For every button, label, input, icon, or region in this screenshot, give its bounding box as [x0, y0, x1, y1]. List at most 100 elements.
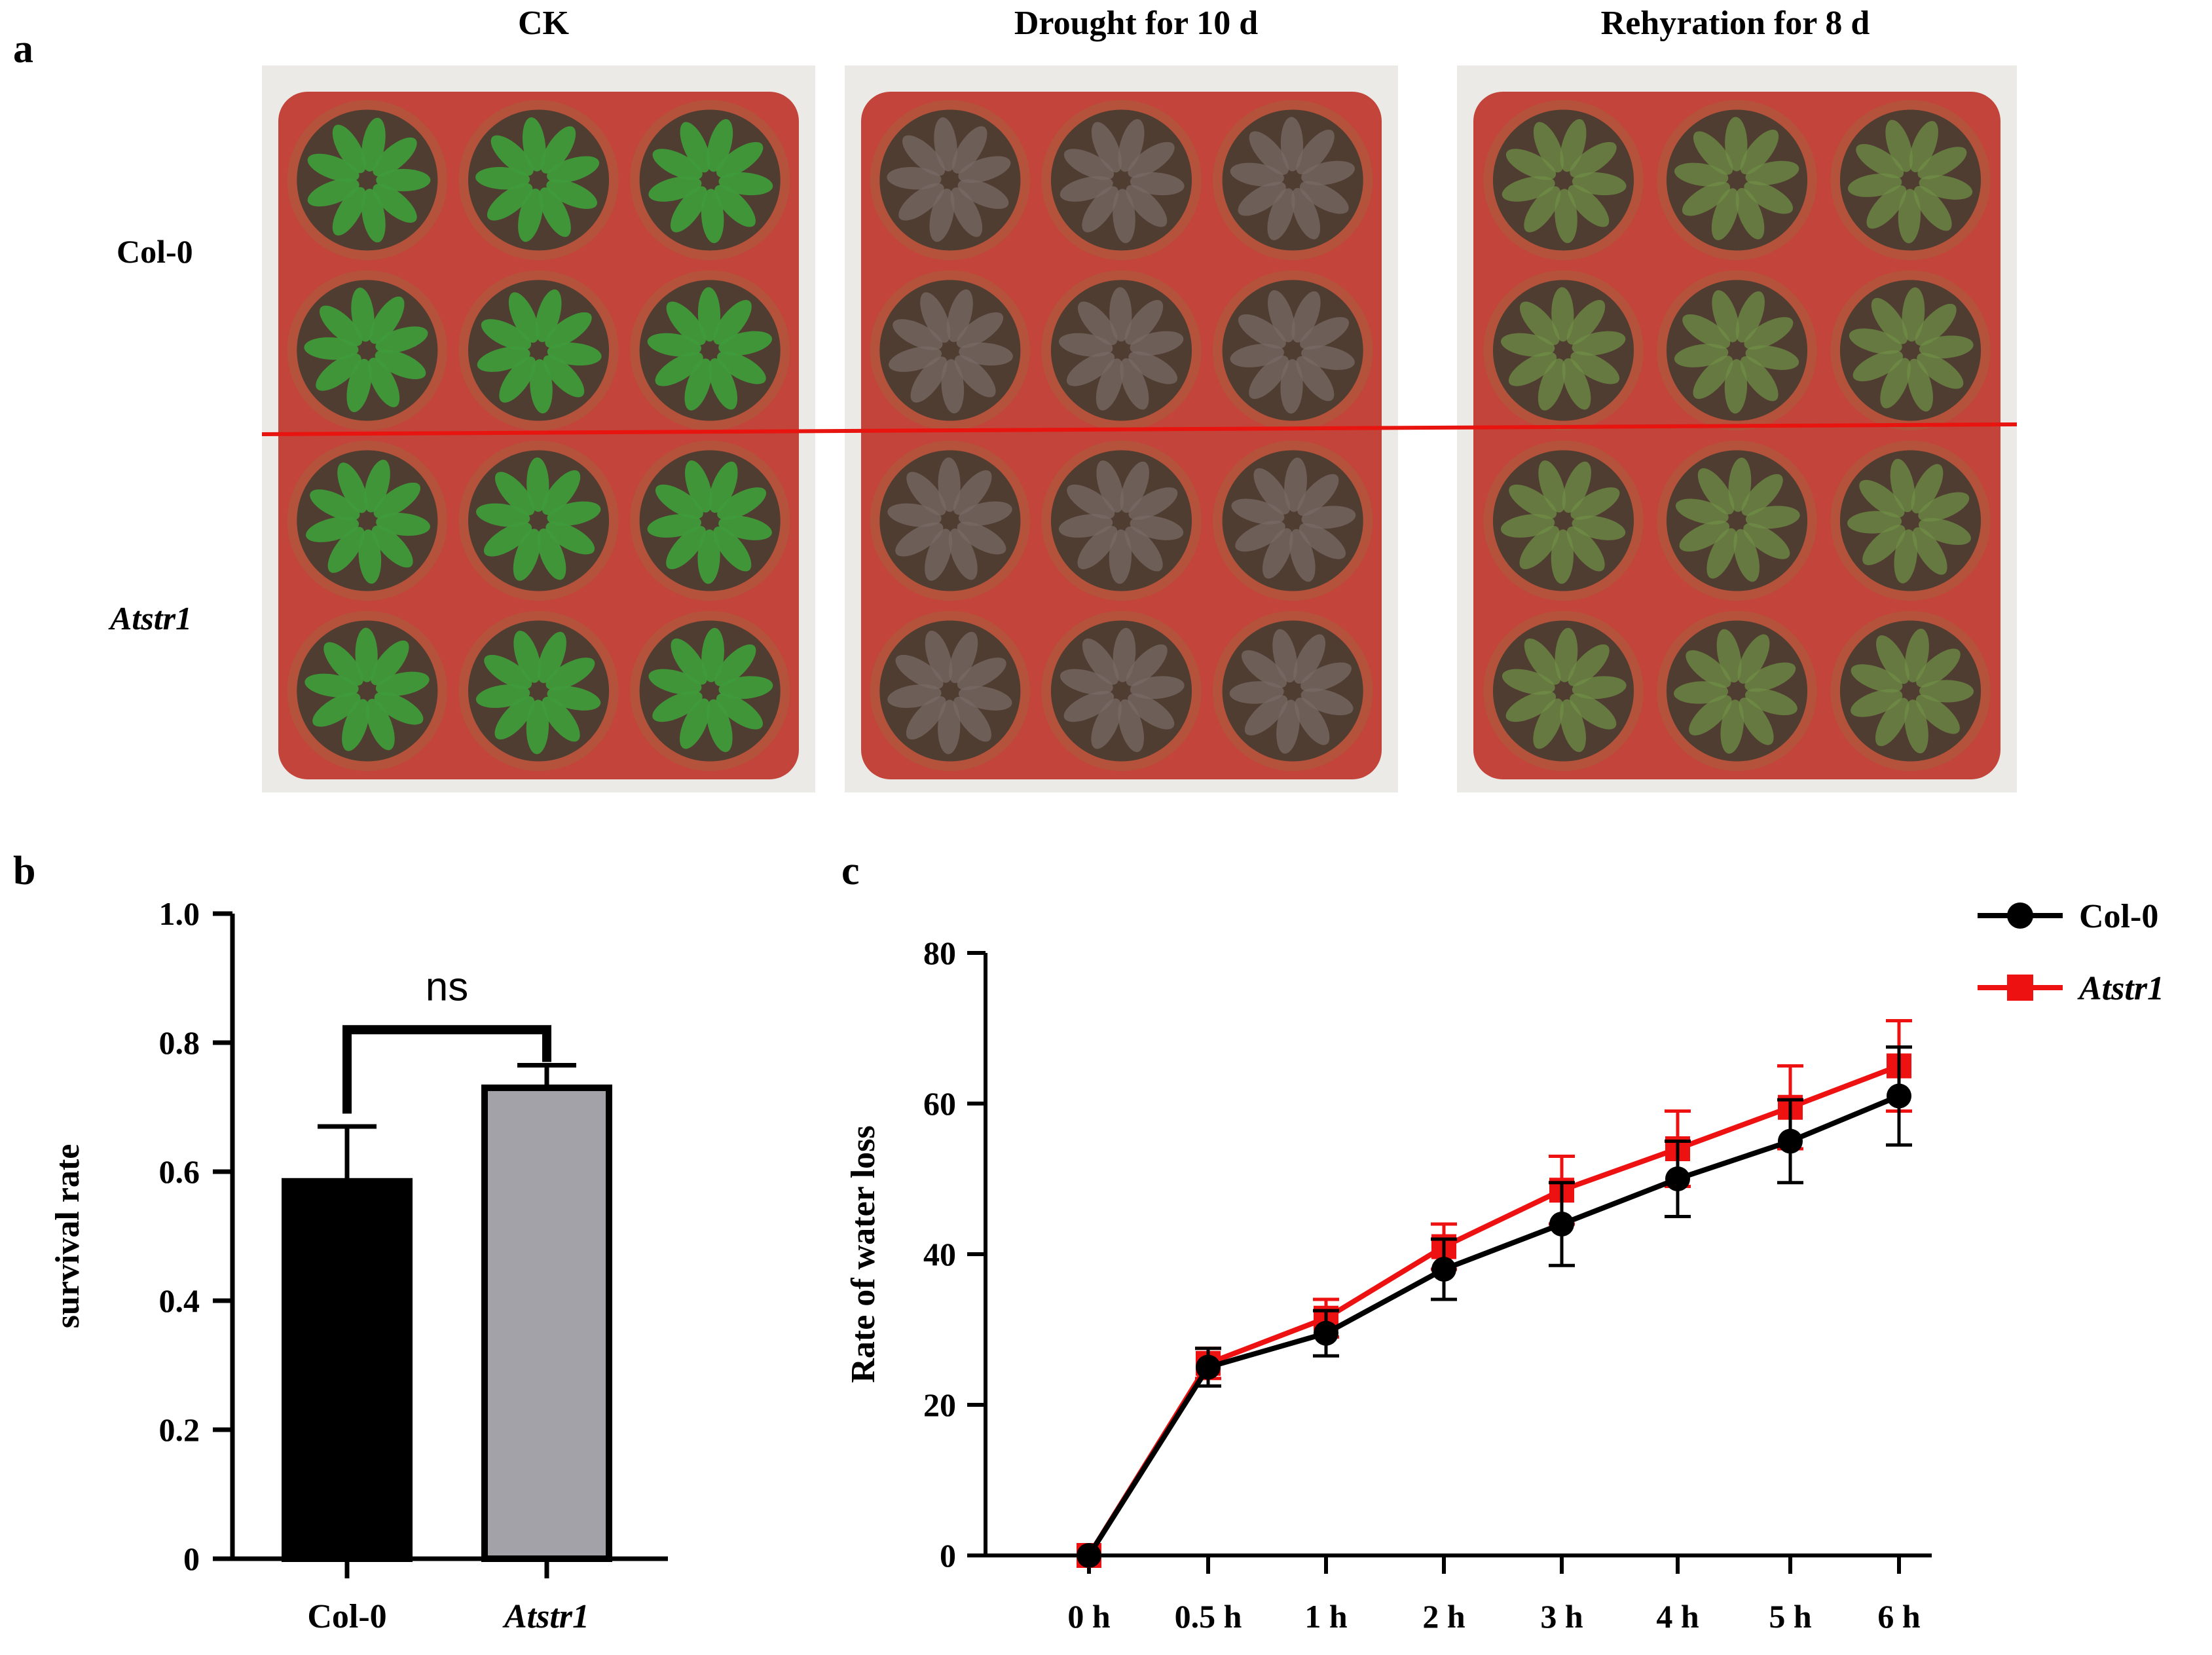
column-title-drought: Drought for 10 d [1014, 5, 1259, 42]
pot [1041, 440, 1202, 601]
rosette-leaf [953, 470, 992, 515]
rosette-leaf [701, 189, 724, 244]
rosette-leaf [1562, 358, 1591, 410]
rosette-leaf [1091, 698, 1122, 749]
rosette-leaf [540, 126, 576, 174]
rosette-leaf [537, 631, 566, 684]
rosette-leaf [1875, 697, 1909, 747]
rosette-leaf [545, 312, 592, 348]
rosette-leaf [1744, 688, 1797, 716]
y-tick-label: 0.6 [159, 1153, 200, 1190]
data-point [1431, 1257, 1456, 1282]
y-axis-label: Rate of water loss [845, 1125, 882, 1383]
rosette-leaf [374, 692, 424, 725]
rosette-leaf [1505, 691, 1557, 722]
rosette-leaf [648, 176, 702, 202]
rosette-leaf [1502, 176, 1555, 202]
rosette-leaf [1509, 484, 1557, 519]
rosette-leaf [361, 189, 386, 243]
rosette-leaf [1296, 129, 1335, 175]
rosette-leaf [490, 135, 534, 176]
rosette-leaf [1847, 511, 1902, 534]
rosette-leaf [1091, 122, 1122, 173]
rosette-leaf [953, 696, 991, 742]
rosette-leaf [714, 185, 756, 227]
x-tick-label: 5 h [1769, 1598, 1812, 1635]
rosette-leaf [680, 698, 710, 749]
rosette-leaf [1063, 149, 1115, 180]
y-tick-label: 0.4 [159, 1282, 200, 1319]
rosette-leaf [332, 124, 366, 174]
y-tick-label: 0.8 [159, 1024, 200, 1061]
data-point [1549, 1212, 1574, 1237]
rosette-leaf [526, 457, 549, 512]
x-tick-label: Atstr1 [502, 1598, 589, 1635]
rosette-leaf [1524, 186, 1561, 232]
rosette-leaf [1253, 468, 1291, 515]
rosette-leaf [1128, 141, 1175, 178]
pot [287, 270, 448, 431]
pot [1483, 440, 1644, 601]
rosette-leaf [1917, 147, 1967, 179]
genotype-divider-line [262, 422, 2017, 436]
pot [870, 100, 1031, 261]
rosette-leaf [522, 117, 546, 172]
rosette-leaf [475, 166, 530, 190]
pot [1041, 100, 1202, 261]
rosette-leaf [310, 489, 360, 521]
rosette-leaf [332, 187, 366, 236]
rosette-leaf [1674, 343, 1729, 367]
rosette-leaf [542, 470, 581, 515]
rosette-leaf [1712, 289, 1740, 343]
legend-item-atstr1: Atstr1 [1978, 970, 2164, 1007]
rosette-leaf [375, 326, 428, 354]
rosette-leaf [508, 292, 540, 343]
pot [629, 270, 790, 431]
rosette-leaf [1744, 662, 1796, 692]
rosette-leaf [1297, 474, 1339, 516]
rosette-leaf [1296, 356, 1335, 401]
significance-label: ns [426, 964, 468, 1009]
rosette-leaf [898, 183, 944, 221]
rosette-leaf [545, 521, 595, 555]
pot [629, 100, 790, 261]
rosette-leaf [1280, 117, 1304, 172]
rosette-leaf [716, 693, 763, 730]
rosette-leaf [1066, 352, 1115, 386]
rosette-leaf [1570, 351, 1620, 384]
rosette-leaf [717, 351, 766, 384]
rosette-leaf [542, 696, 580, 742]
rosette-leaf [1904, 699, 1928, 754]
rosette-leaf [1682, 314, 1731, 349]
rosette-leaf [1711, 188, 1739, 240]
rosette-leaf [375, 349, 426, 379]
rosette-leaf [477, 346, 530, 372]
pot [1212, 440, 1373, 601]
rosette-leaf [709, 358, 738, 410]
pot [1483, 610, 1644, 772]
rosette-leaf [487, 183, 533, 221]
series-col-0 [1077, 1045, 1912, 1568]
rosette-leaf [706, 699, 733, 753]
rosette-leaf [920, 292, 951, 343]
rosette-leaf [1856, 143, 1904, 179]
rosette-leaf [1716, 629, 1742, 683]
pot [1212, 100, 1373, 261]
rosette-leaf [1082, 638, 1119, 685]
rosette-leaf [1916, 648, 1961, 688]
rosette-leaf [680, 122, 710, 173]
rosette-leaf [481, 319, 532, 350]
rosette-leaf [1885, 119, 1913, 172]
rosette-leaf [1299, 523, 1346, 559]
rosette-leaf [906, 472, 946, 515]
data-point [1196, 1354, 1221, 1380]
rosette-leaf [547, 343, 602, 366]
rosette-leaf [1551, 287, 1574, 342]
rosette-leaf [1230, 343, 1284, 367]
tray [861, 92, 1382, 779]
x-tick-label: Col-0 [307, 1598, 386, 1635]
rosette-leaf [1562, 461, 1591, 513]
rosette-leaf [1120, 461, 1149, 513]
series-atstr1 [1077, 1019, 1912, 1568]
rosette-leaf [1077, 526, 1118, 570]
